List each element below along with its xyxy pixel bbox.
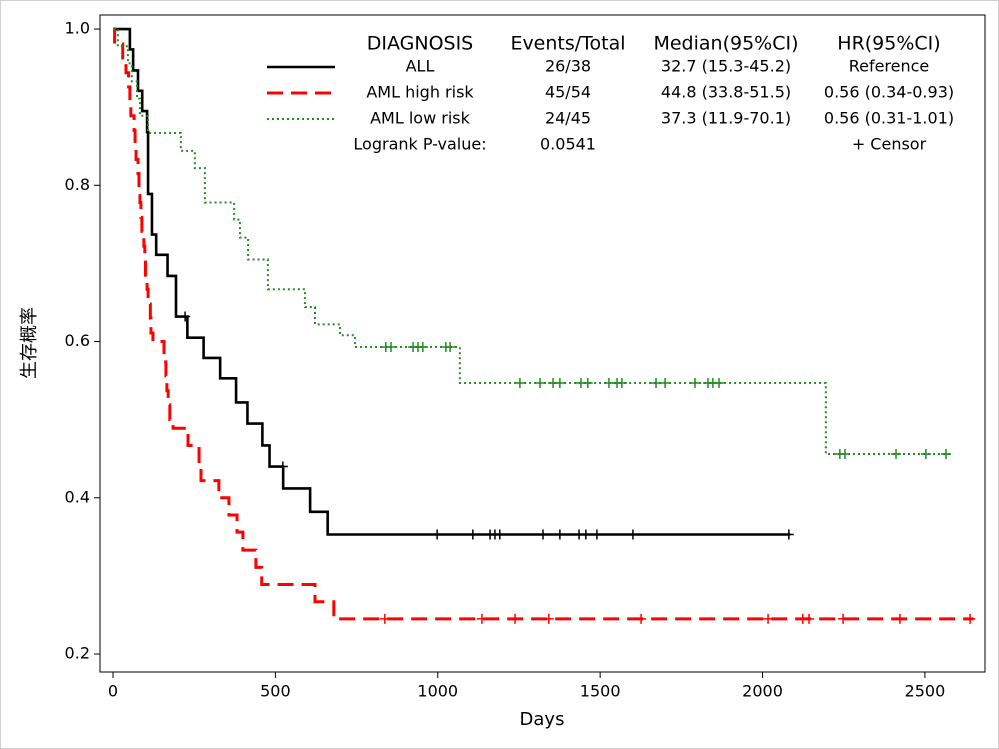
censor-mark bbox=[514, 377, 525, 388]
censor-mark bbox=[494, 529, 505, 540]
censor-mark bbox=[627, 529, 638, 540]
censor-mark bbox=[803, 613, 814, 624]
censor-mark bbox=[651, 377, 662, 388]
y-tick-label: 1.0 bbox=[65, 19, 90, 38]
censor-mark bbox=[941, 449, 952, 460]
censor-mark bbox=[277, 461, 288, 472]
censor-mark bbox=[385, 342, 396, 353]
censor-mark bbox=[660, 377, 671, 388]
legend-header: DIAGNOSIS bbox=[367, 33, 474, 55]
y-axis-label: 生存概率 bbox=[19, 307, 40, 379]
censor-mark bbox=[580, 529, 591, 540]
legend-cell: 24/45 bbox=[545, 109, 591, 128]
censor-mark bbox=[510, 613, 521, 624]
x-tick-label: 2000 bbox=[742, 682, 783, 701]
censor-mark bbox=[180, 311, 191, 322]
censor-mark bbox=[636, 613, 647, 624]
logrank-label: Logrank P-value: bbox=[353, 135, 486, 154]
censor-mark bbox=[783, 529, 794, 540]
y-tick-label: 0.8 bbox=[65, 175, 90, 194]
censor-mark bbox=[714, 377, 725, 388]
legend-cell: Reference bbox=[849, 57, 930, 76]
censor-mark bbox=[920, 449, 931, 460]
x-tick-label: 500 bbox=[260, 682, 291, 701]
censor-mark bbox=[689, 377, 700, 388]
y-tick-label: 0.2 bbox=[65, 644, 90, 663]
legend-label: ALL bbox=[406, 57, 435, 76]
legend-cell: 37.3 (11.9-70.1) bbox=[661, 109, 791, 128]
legend-label: AML high risk bbox=[366, 83, 474, 102]
plot-frame bbox=[99, 14, 986, 673]
censor-mark bbox=[543, 613, 554, 624]
censor-mark bbox=[535, 377, 546, 388]
legend-cell: 44.8 (33.8-51.5) bbox=[661, 83, 791, 102]
censor-mark bbox=[445, 342, 456, 353]
x-tick-label: 0 bbox=[108, 682, 118, 701]
legend-cell: 26/38 bbox=[545, 57, 591, 76]
censor-mark bbox=[891, 449, 902, 460]
censor-mark bbox=[763, 613, 774, 624]
censor-mark bbox=[432, 529, 443, 540]
legend-header: Median(95%CI) bbox=[653, 33, 798, 55]
censor-mark bbox=[582, 377, 593, 388]
y-tick-label: 0.6 bbox=[65, 331, 90, 350]
censor-mark bbox=[417, 342, 428, 353]
x-axis-label: Days bbox=[520, 709, 565, 730]
censor-mark bbox=[467, 529, 478, 540]
legend-header: Events/Total bbox=[510, 33, 625, 55]
censor-mark bbox=[838, 613, 849, 624]
censor-mark bbox=[537, 529, 548, 540]
survival-curve bbox=[112, 28, 952, 456]
x-tick-label: 2500 bbox=[905, 682, 946, 701]
censor-mark bbox=[476, 613, 487, 624]
survival-curve bbox=[112, 27, 974, 621]
censor-label: + Censor bbox=[852, 135, 927, 154]
legend-cell: 0.56 (0.31-1.01) bbox=[824, 109, 954, 128]
legend-label: AML low risk bbox=[370, 109, 471, 128]
x-tick-label: 1500 bbox=[580, 682, 621, 701]
x-tick-label: 1000 bbox=[417, 682, 458, 701]
legend-cell: 32.7 (15.3-45.2) bbox=[661, 57, 791, 76]
censor-mark bbox=[840, 449, 851, 460]
logrank-value: 0.0541 bbox=[540, 135, 596, 154]
censor-mark bbox=[379, 613, 390, 624]
censor-mark bbox=[554, 377, 565, 388]
censor-mark bbox=[554, 529, 565, 540]
legend-cell: 45/54 bbox=[545, 83, 591, 102]
censor-mark bbox=[965, 613, 976, 624]
censor-mark bbox=[591, 529, 602, 540]
legend-header: HR(95%CI) bbox=[837, 33, 940, 55]
y-tick-label: 0.4 bbox=[65, 487, 90, 506]
censor-mark bbox=[616, 377, 627, 388]
legend-cell: 0.56 (0.34-0.93) bbox=[824, 83, 954, 102]
censor-mark bbox=[894, 613, 905, 624]
